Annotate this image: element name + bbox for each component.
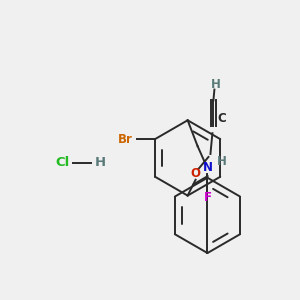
Text: Cl: Cl	[56, 156, 70, 170]
Text: F: F	[203, 191, 211, 204]
Text: H: H	[95, 156, 106, 170]
Text: O: O	[190, 167, 201, 180]
Text: N: N	[202, 161, 212, 174]
Text: H: H	[216, 155, 226, 168]
Text: C: C	[217, 112, 226, 125]
Text: Br: Br	[118, 133, 133, 146]
Text: H: H	[211, 78, 220, 91]
